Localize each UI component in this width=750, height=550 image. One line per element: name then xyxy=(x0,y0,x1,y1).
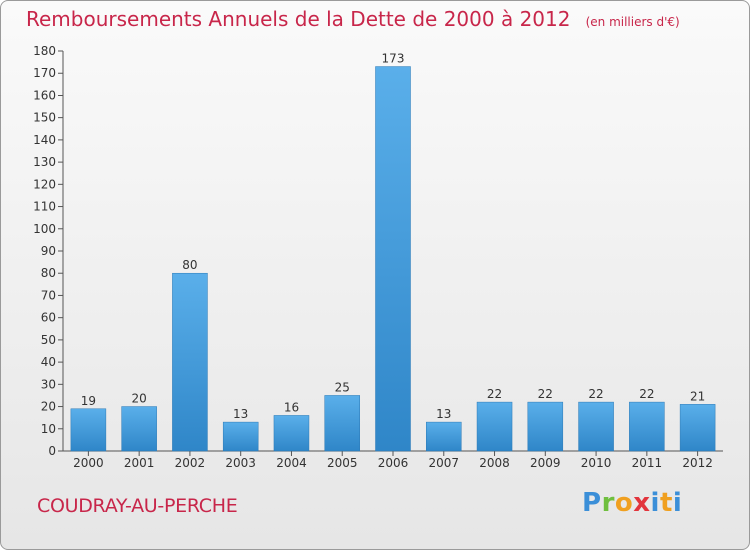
y-tick-label: 140 xyxy=(33,133,56,147)
x-tick-label: 2007 xyxy=(428,456,459,470)
value-labels: 19 20 80 13 16 25 173 13 22 22 22 22 21 xyxy=(81,52,706,422)
y-tick-label: 0 xyxy=(48,444,56,458)
y-tick-label: 90 xyxy=(41,244,56,258)
bars xyxy=(70,66,716,452)
value-label-2001: 20 xyxy=(132,392,147,406)
bar-2002 xyxy=(172,272,208,452)
y-tick-label: 70 xyxy=(41,288,56,302)
bar-2007 xyxy=(426,421,462,452)
value-label-2004: 16 xyxy=(284,400,299,414)
x-tick-label: 2008 xyxy=(479,456,510,470)
bar-2009 xyxy=(527,401,564,452)
bar-2000 xyxy=(70,408,107,452)
x-tick-label: 2002 xyxy=(175,456,206,470)
value-label-2011: 22 xyxy=(639,387,654,401)
x-tick-label: 2004 xyxy=(276,456,307,470)
y-tick-label: 60 xyxy=(41,311,56,325)
y-tick-label: 150 xyxy=(33,111,56,125)
value-label-2007: 13 xyxy=(436,407,451,421)
value-label-2012: 21 xyxy=(690,389,705,403)
bar-2005 xyxy=(324,395,360,452)
y-tick-label: 40 xyxy=(41,355,56,369)
y-tick-label: 30 xyxy=(41,377,56,391)
bar-2008 xyxy=(476,401,513,452)
x-tick-label: 2012 xyxy=(682,456,713,470)
value-label-2005: 25 xyxy=(335,380,350,394)
chart-title: Remboursements Annuels de la Dette de 20… xyxy=(26,7,680,31)
y-tick-label: 100 xyxy=(33,222,56,236)
value-label-2003: 13 xyxy=(233,407,248,421)
y-tick-label: 20 xyxy=(41,400,56,414)
y-tick-label: 160 xyxy=(33,88,56,102)
y-tick-label: 110 xyxy=(33,200,56,214)
y-tick-label: 80 xyxy=(41,266,56,280)
commune-name: COUDRAY-AU-PERCHE xyxy=(37,495,238,517)
x-tick-label: 2011 xyxy=(632,456,663,470)
y-tick-label: 120 xyxy=(33,177,56,191)
y-tick-label: 180 xyxy=(33,44,56,58)
y-axis: 0 10 20 30 40 50 60 70 80 90 100 110 120 130 140 150 160… xyxy=(33,44,64,458)
y-tick-label: 50 xyxy=(41,333,56,347)
x-tick-label: 2010 xyxy=(581,456,612,470)
y-tick-label: 170 xyxy=(33,66,56,80)
x-axis: 2000 2001 2002 2003 2004 2005 2006 2007 2008 2009… xyxy=(63,450,723,470)
proxiti-logo: Proxiti xyxy=(582,488,683,518)
bar-2010 xyxy=(578,401,614,452)
x-tick-label: 2003 xyxy=(225,456,256,470)
x-tick-label: 2005 xyxy=(327,456,358,470)
bar-2012 xyxy=(679,404,716,452)
bar-2001 xyxy=(121,406,157,452)
value-label-2009: 22 xyxy=(538,387,553,401)
bar-2006 xyxy=(375,66,411,452)
x-tick-label: 2009 xyxy=(530,456,561,470)
y-tick-label: 10 xyxy=(41,422,56,436)
value-label-2008: 22 xyxy=(487,387,502,401)
chart-title-text: Remboursements Annuels de la Dette de 20… xyxy=(26,7,571,31)
y-tick-label: 130 xyxy=(33,155,56,169)
value-label-2010: 22 xyxy=(588,387,603,401)
x-tick-label: 2000 xyxy=(73,456,104,470)
value-label-2002: 80 xyxy=(182,258,197,272)
bar-2004 xyxy=(273,415,310,452)
x-tick-label: 2006 xyxy=(378,456,409,470)
bar-2011 xyxy=(629,401,665,452)
value-label-2006: 173 xyxy=(382,52,405,66)
x-tick-label: 2001 xyxy=(124,456,155,470)
chart-unit: (en milliers d'€) xyxy=(585,15,680,29)
bar-2003 xyxy=(222,421,259,452)
value-label-2000: 19 xyxy=(81,394,96,408)
